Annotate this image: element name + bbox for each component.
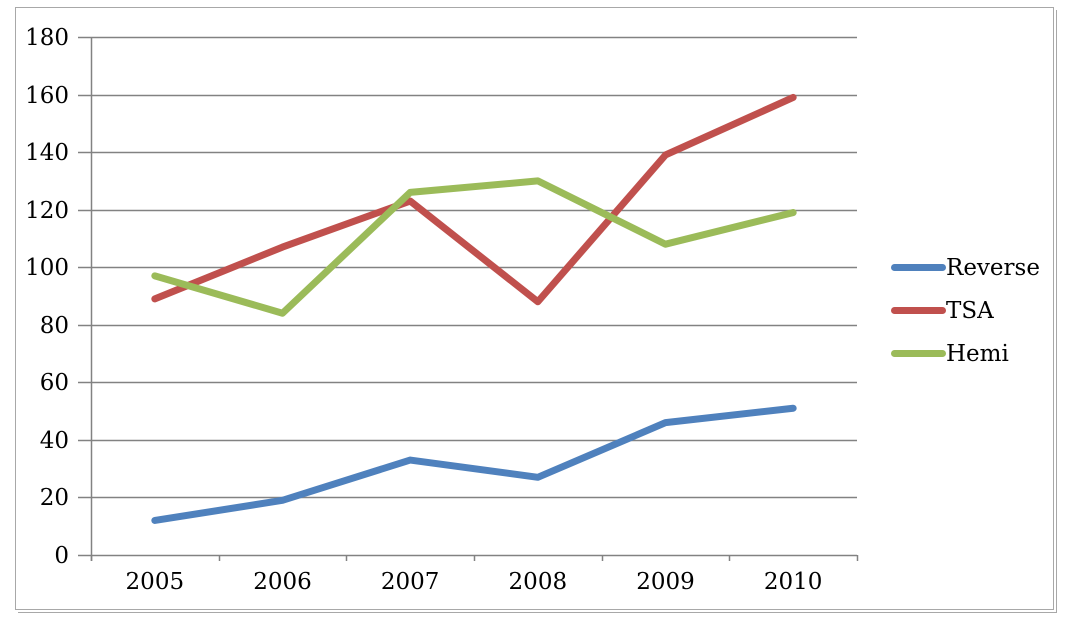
y-axis-tick-label: 180 — [25, 24, 69, 51]
legend: Reverse TSA Hemi — [891, 246, 1040, 375]
legend-label: TSA — [946, 297, 994, 324]
legend-label: Hemi — [946, 340, 1009, 367]
chart-figure: 0 20 40 60 80 100 120 140 160 180 2005 2006 2007 200… — [15, 7, 1054, 610]
y-axis-tick-label: 120 — [25, 197, 69, 224]
legend-item-tsa: TSA — [891, 289, 1040, 332]
y-axis-tick-label: 60 — [39, 369, 69, 396]
y-axis-tick-label: 20 — [39, 484, 69, 511]
series-line-hemi — [151, 177, 797, 317]
x-axis-label: 2008 — [508, 569, 568, 595]
legend-item-hemi: Hemi — [891, 332, 1040, 375]
y-axis-tick-label: 140 — [25, 139, 69, 166]
chart-canvas — [78, 36, 859, 561]
x-axis-label: 2009 — [636, 569, 695, 595]
y-axis-tick-label: 0 — [54, 542, 69, 569]
legend-label: Reverse — [946, 254, 1040, 281]
legend-swatch-hemi — [891, 350, 946, 357]
series-line-reverse — [151, 404, 797, 524]
y-axis-tick-label: 80 — [39, 312, 69, 339]
legend-swatch-tsa — [891, 307, 946, 314]
x-axis-label: 2006 — [253, 569, 312, 595]
x-axis-label: 2007 — [380, 569, 440, 595]
x-axis-label: 2005 — [125, 569, 185, 595]
legend-swatch-reverse — [891, 264, 946, 271]
x-axis-label: 2010 — [763, 569, 823, 595]
axes-and-ticks — [78, 36, 859, 561]
legend-item-reverse: Reverse — [891, 246, 1040, 289]
series-lines — [151, 93, 797, 524]
gridlines — [91, 36, 857, 557]
series-line-tsa — [151, 93, 797, 306]
y-axis-tick-label: 40 — [39, 427, 69, 454]
y-axis-tick-label: 160 — [25, 82, 69, 109]
y-axis-tick-label: 100 — [25, 254, 69, 281]
